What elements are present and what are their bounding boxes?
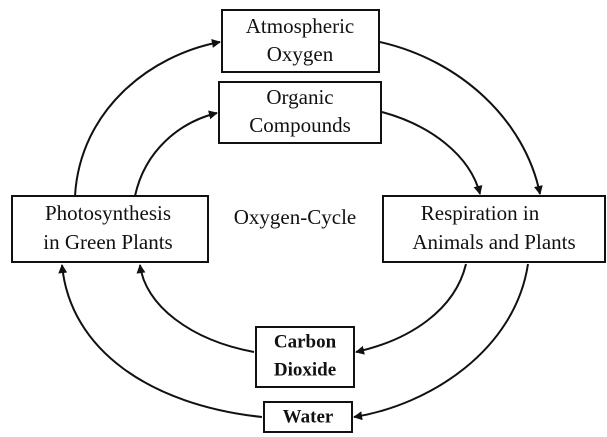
- node-label: Dioxide: [274, 359, 336, 380]
- arrow: [74, 39, 221, 197]
- node-label: Compounds: [249, 113, 351, 137]
- arrow: [136, 264, 255, 353]
- node-label: Oxygen: [267, 42, 334, 66]
- node-label: Animals and Plants: [412, 230, 575, 254]
- node-label: Carbon: [274, 331, 337, 352]
- center-label: Oxygen-Cycle: [234, 205, 356, 229]
- node-label: Photosynthesis: [45, 201, 171, 225]
- node-box: [255, 326, 355, 388]
- node-box: [382, 195, 606, 263]
- node-box: [263, 401, 353, 433]
- node-label: in Green Plants: [43, 230, 172, 254]
- node-label: Atmospheric: [246, 14, 354, 38]
- node-label: Respiration in: [421, 201, 540, 225]
- node-box: [11, 195, 209, 263]
- arrow: [134, 110, 218, 197]
- arrow: [381, 111, 483, 195]
- arrow: [58, 264, 263, 418]
- arrow: [353, 263, 529, 421]
- node-label: Organic: [266, 85, 333, 109]
- node-box: [218, 81, 382, 144]
- node-box: [221, 9, 380, 73]
- node-label: Water: [283, 406, 334, 427]
- arrow: [355, 263, 467, 355]
- arrow: [379, 41, 543, 195]
